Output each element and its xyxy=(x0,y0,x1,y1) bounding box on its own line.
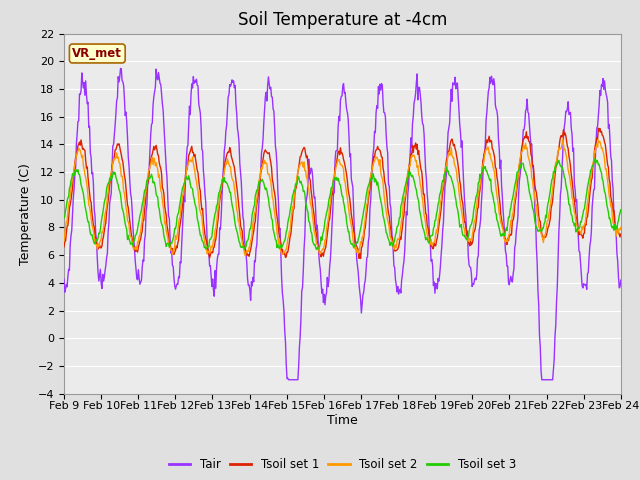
Legend: Tair, Tsoil set 1, Tsoil set 2, Tsoil set 3: Tair, Tsoil set 1, Tsoil set 2, Tsoil se… xyxy=(164,454,520,476)
X-axis label: Time: Time xyxy=(327,414,358,427)
Title: Soil Temperature at -4cm: Soil Temperature at -4cm xyxy=(237,11,447,29)
Text: VR_met: VR_met xyxy=(72,47,122,60)
Y-axis label: Temperature (C): Temperature (C) xyxy=(19,163,32,264)
